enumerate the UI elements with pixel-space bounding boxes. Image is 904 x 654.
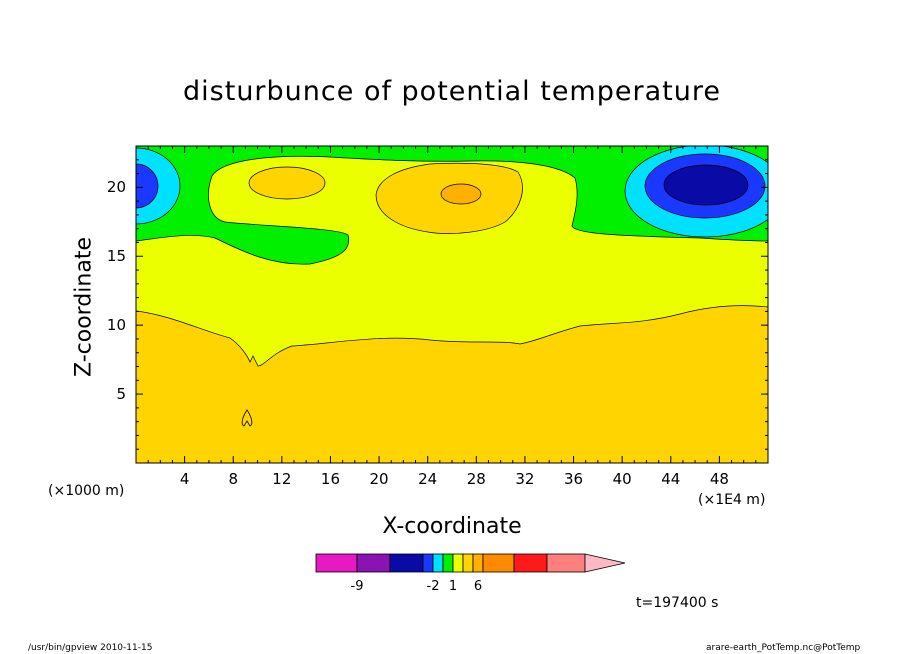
- x-tick-label: 16: [320, 470, 340, 488]
- chart-title: disturbunce of potential temperature: [183, 76, 721, 107]
- colorbar-swatch: [482, 553, 515, 573]
- colorbar: [315, 553, 626, 573]
- region-warm-core-26: [440, 183, 482, 205]
- colorbar-swatch: [422, 553, 434, 573]
- x-tick-label: 40: [612, 470, 632, 488]
- footer-right: arare-earth_PotTemp.nc@PotTemp: [706, 643, 861, 653]
- y-tick-label: 10: [106, 316, 126, 335]
- x-tick-label: 20: [369, 470, 389, 488]
- region-upper-cap: [136, 146, 768, 265]
- axis-ticks: [136, 146, 768, 463]
- colorbar-swatch: [442, 553, 454, 573]
- colorbar-swatch: [389, 553, 424, 573]
- x-tick-label: 36: [563, 470, 584, 488]
- region-small-contour: [241, 409, 253, 427]
- y-unit-label: (×1000 m): [48, 483, 125, 499]
- colorbar-swatch: [315, 553, 358, 573]
- x-tick-label: 8: [228, 470, 238, 488]
- colorbar-extension-arrow: [584, 553, 626, 573]
- y-tick-label: 5: [116, 385, 126, 404]
- x-axis-label: X-coordinate: [382, 514, 522, 539]
- y-axis-label: Z-coordinate: [71, 237, 97, 377]
- colorbar-tick-label: 1: [448, 579, 458, 594]
- x-tick-label: 12: [272, 470, 292, 488]
- x-tick-label: 24: [418, 470, 438, 488]
- colorbar-swatch: [452, 553, 464, 573]
- colorbar-tick-label: -2: [426, 579, 440, 594]
- x-unit-label: (×1E4 m): [698, 492, 766, 508]
- x-tick-label: 28: [466, 470, 486, 488]
- footer-left: /usr/bin/gpview 2010-11-15: [28, 643, 153, 653]
- colorbar-tick-label: 6: [473, 579, 483, 594]
- y-tick-label: 20: [106, 178, 126, 197]
- colorbar-swatch: [513, 553, 548, 573]
- colorbar-swatch: [462, 553, 474, 573]
- colorbar-swatch: [432, 553, 444, 573]
- colorbar-swatch: [356, 553, 391, 573]
- region-warm-cell-12: [248, 166, 326, 200]
- x-tick-label: 48: [709, 470, 729, 488]
- region-cold-cell-left-inner: [136, 163, 159, 209]
- region-cold-cell-right-core: [663, 164, 749, 206]
- colorbar-swatch: [546, 553, 586, 573]
- time-label: t=197400 s: [636, 595, 719, 611]
- colorbar-tick-label: -9: [350, 579, 364, 594]
- contour-fields: [136, 146, 768, 463]
- x-tick-label: 32: [515, 470, 535, 488]
- x-tick-label: 44: [661, 470, 681, 488]
- colorbar-swatch: [472, 553, 484, 573]
- x-tick-label: 4: [179, 470, 190, 488]
- y-tick-label: 15: [106, 247, 126, 266]
